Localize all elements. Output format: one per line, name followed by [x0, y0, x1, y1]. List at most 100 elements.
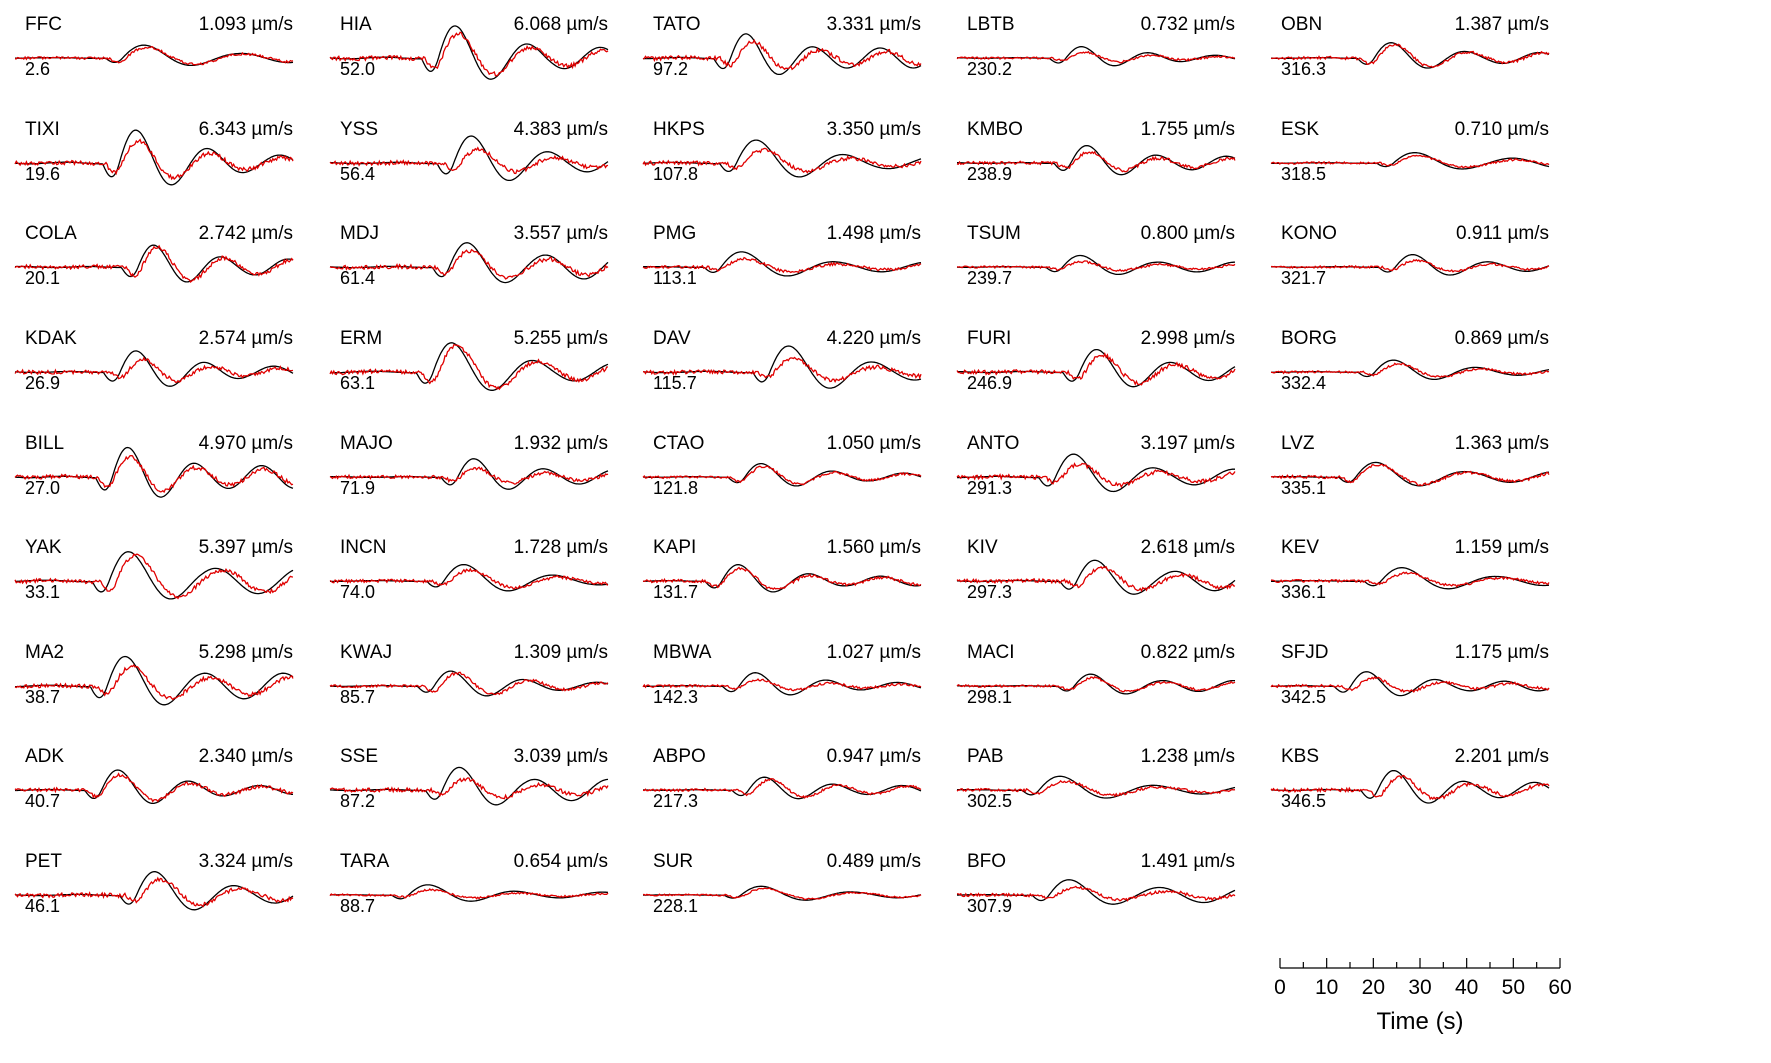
peak-amplitude-label: 2.574 µm/s	[198, 328, 293, 349]
waveform-plot	[329, 670, 609, 697]
azimuth-label: 107.8	[653, 164, 699, 184]
station-panel: MDJ 3.557 µm/s 61.4	[329, 223, 630, 333]
peak-amplitude-label: 2.742 µm/s	[198, 223, 293, 244]
azimuth-label: 121.8	[653, 478, 699, 498]
peak-amplitude-label: 0.822 µm/s	[1140, 642, 1235, 663]
peak-amplitude-label: 1.363 µm/s	[1454, 433, 1549, 454]
station-panel: MAJO 1.932 µm/s 71.9	[329, 433, 630, 543]
waveform-plot	[956, 673, 1236, 695]
waveform-plot	[1270, 769, 1550, 804]
station-name: BFO	[967, 851, 1007, 872]
waveform-plot	[1270, 461, 1550, 487]
station-panel: HKPS 3.350 µm/s 107.8	[642, 119, 943, 229]
station-panel: ADK 2.340 µm/s 40.7	[14, 746, 315, 856]
synthetic-trace-line	[329, 31, 609, 77]
peak-amplitude-label: 3.197 µm/s	[1140, 433, 1235, 454]
azimuth-label: 217.3	[653, 791, 699, 811]
station-name: LVZ	[1281, 433, 1315, 454]
station-name: SSE	[340, 746, 379, 767]
synthetic-trace-line	[14, 138, 294, 181]
azimuth-label: 230.2	[967, 59, 1013, 79]
station-name: MACI	[967, 642, 1015, 663]
synthetic-trace-line	[642, 38, 922, 71]
station-name: FURI	[967, 328, 1012, 349]
azimuth-label: 297.3	[967, 582, 1013, 602]
synthetic-trace-line	[329, 567, 609, 590]
azimuth-label: 336.1	[1281, 582, 1327, 602]
station-name: KDAK	[25, 328, 77, 349]
station-name: KWAJ	[340, 642, 393, 663]
azimuth-label: 27.0	[25, 478, 61, 498]
waveform-plot	[329, 25, 609, 80]
azimuth-label: 238.9	[967, 164, 1013, 184]
waveform-plot	[329, 342, 609, 391]
synthetic-trace-line	[956, 352, 1236, 386]
peak-amplitude-label: 2.340 µm/s	[198, 746, 293, 767]
synthetic-trace-line	[956, 676, 1236, 693]
station-name: KBS	[1281, 746, 1320, 767]
azimuth-label: 113.1	[653, 268, 697, 288]
station-panel: TIXI 6.343 µm/s 19.6	[14, 119, 315, 229]
azimuth-label: 316.3	[1281, 59, 1327, 79]
waveform-plot	[642, 462, 922, 487]
azimuth-label: 246.9	[967, 373, 1013, 393]
station-panel: BILL 4.970 µm/s 27.0	[14, 433, 315, 543]
peak-amplitude-label: 3.039 µm/s	[513, 746, 608, 767]
waveform-plot	[329, 766, 609, 806]
station-panel: KBS 2.201 µm/s 346.5	[1270, 746, 1571, 856]
synthetic-trace-line	[956, 50, 1236, 64]
azimuth-label: 87.2	[340, 791, 376, 811]
observed-trace-line	[642, 33, 922, 76]
station-name: YSS	[340, 119, 379, 140]
peak-amplitude-label: 1.093 µm/s	[198, 14, 293, 35]
station-panel: PMG 1.498 µm/s 113.1	[642, 223, 943, 333]
waveform-plot	[642, 345, 922, 389]
station-name: SFJD	[1281, 642, 1329, 663]
peak-amplitude-label: 5.298 µm/s	[198, 642, 293, 663]
azimuth-label: 239.7	[967, 268, 1013, 288]
station-panel: DAV 4.220 µm/s 115.7	[642, 328, 943, 438]
waveform-plot	[329, 242, 609, 284]
synthetic-trace-line	[15, 46, 294, 66]
station-panel: FURI 2.998 µm/s 246.9	[956, 328, 1257, 438]
synthetic-trace-line	[329, 248, 609, 280]
waveform-plot	[642, 33, 922, 76]
synthetic-trace-line	[956, 885, 1236, 902]
time-tick-label: 40	[1454, 976, 1479, 999]
synthetic-trace-line	[14, 772, 294, 803]
observed-trace-line	[957, 879, 1236, 905]
station-panel: MACI 0.822 µm/s 298.1	[956, 642, 1257, 752]
azimuth-label: 307.9	[967, 896, 1013, 916]
station-panel: KIV 2.618 µm/s 297.3	[956, 537, 1257, 647]
station-name: CTAO	[653, 433, 705, 454]
waveform-plot	[14, 446, 294, 498]
peak-amplitude-label: 2.998 µm/s	[1140, 328, 1235, 349]
station-panel: ESK 0.710 µm/s 318.5	[1270, 119, 1571, 229]
waveform-plot	[1270, 567, 1550, 590]
azimuth-label: 228.1	[653, 896, 699, 916]
peak-amplitude-label: 1.238 µm/s	[1140, 746, 1235, 767]
station-name: MBWA	[653, 642, 712, 663]
station-panel: COLA 2.742 µm/s 20.1	[14, 223, 315, 333]
synthetic-trace-line	[1270, 43, 1550, 69]
peak-amplitude-label: 5.397 µm/s	[198, 537, 293, 558]
station-name: SUR	[653, 851, 694, 872]
station-name: TIXI	[25, 119, 60, 140]
synthetic-trace-line	[956, 462, 1236, 489]
time-tick-label: 20	[1361, 976, 1386, 999]
synthetic-trace-line	[329, 777, 609, 800]
station-panel: MA2 5.298 µm/s 38.7	[14, 642, 315, 752]
station-name: HIA	[340, 14, 372, 35]
station-panel: ERM 5.255 µm/s 63.1	[329, 328, 630, 438]
waveform-plot	[642, 564, 922, 593]
station-panel: KEV 1.159 µm/s 336.1	[1270, 537, 1571, 647]
synthetic-trace-line	[14, 553, 294, 600]
waveform-plot	[1270, 671, 1550, 697]
peak-amplitude-label: 0.911 µm/s	[1456, 223, 1549, 244]
synthetic-trace-line	[1270, 362, 1550, 378]
station-panel: BORG 0.869 µm/s 332.4	[1270, 328, 1571, 438]
synthetic-trace-line	[1271, 258, 1550, 273]
synthetic-trace-line	[956, 260, 1236, 272]
